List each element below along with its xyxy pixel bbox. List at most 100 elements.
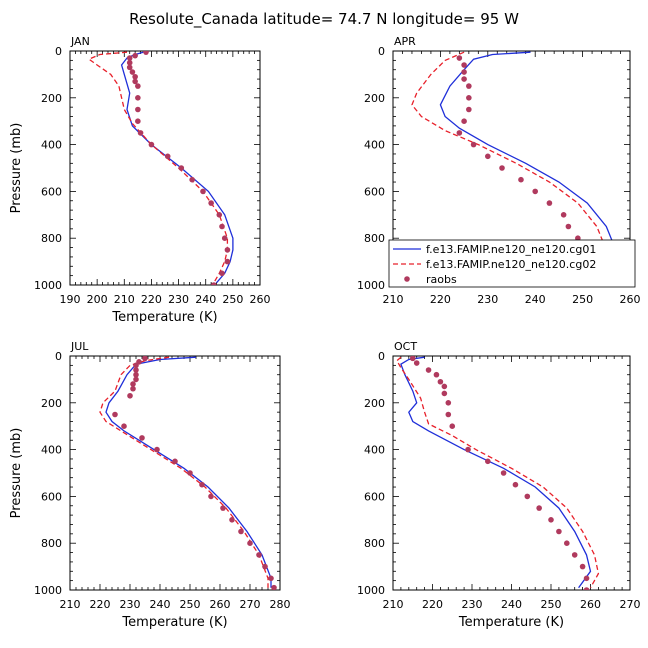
x-tick-label: 260: [620, 293, 641, 306]
raobs-point: [465, 446, 471, 453]
series-group-jan: [87, 51, 234, 285]
y-tick-label: 800: [41, 537, 62, 550]
raobs-point: [433, 371, 440, 378]
raobs-point: [208, 493, 214, 500]
raobs-point: [137, 130, 144, 136]
y-tick-label: 400: [41, 139, 62, 152]
raobs-point: [112, 411, 118, 418]
y-tick-label: 200: [364, 92, 385, 105]
y-tick-label: 400: [364, 444, 385, 457]
raobs-point: [466, 106, 472, 113]
legend-label: f.e13.FAMIP.ne120_ne120.cg02: [426, 258, 596, 271]
raobs-point: [461, 76, 467, 82]
x-tick-label: 260: [250, 293, 271, 306]
y-tick-label: 600: [364, 185, 385, 198]
raobs-point: [224, 258, 231, 265]
plot-frame-jan: [69, 50, 261, 286]
raobs-point: [132, 73, 138, 80]
series-group-oct: [396, 356, 600, 590]
raobs-point: [499, 165, 505, 171]
raobs-point: [524, 493, 531, 500]
raobs-point: [126, 59, 133, 66]
x-tick-label: 220: [90, 598, 111, 611]
y-tick-label: 400: [364, 139, 385, 152]
x-axis-label: Temperature (K): [111, 310, 217, 325]
series-line-cg01: [400, 356, 592, 589]
raobs-point: [441, 390, 448, 397]
raobs-point: [409, 356, 416, 362]
raobs-point: [135, 95, 141, 101]
raobs-point: [532, 188, 538, 195]
raobs-point: [247, 540, 253, 546]
series-line-cg02: [99, 356, 269, 588]
raobs-point: [187, 470, 193, 476]
raobs-point: [413, 360, 420, 366]
y-tick-label: 0: [378, 350, 385, 363]
x-axis-label: Temperature (K): [121, 615, 227, 630]
raobs-point: [546, 200, 553, 206]
y-tick-label: 600: [364, 490, 385, 503]
series-group-apr: [411, 51, 622, 285]
x-tick-label: 250: [222, 293, 243, 306]
series-group-jul: [99, 356, 277, 590]
y-tick-label: 1000: [357, 584, 385, 597]
y-tick-label: 0: [55, 350, 62, 363]
panel-title-apr: APR: [394, 35, 416, 48]
raobs-point: [238, 528, 244, 535]
x-tick-label: 210: [60, 598, 81, 611]
raobs-point: [219, 270, 225, 277]
raobs-point: [121, 423, 127, 430]
y-tick-label: 1000: [34, 279, 62, 292]
y-axis-label: Pressure (mb): [9, 428, 24, 519]
raobs-point: [437, 378, 444, 385]
raobs-point: [262, 563, 268, 570]
panel-oct: 210 220 230 240 250 260 270 0 200 400 600 800 1000 OC…: [357, 340, 641, 630]
raobs-point: [199, 481, 205, 488]
y-tick-label: 600: [41, 185, 62, 198]
raobs-point: [583, 575, 590, 582]
raobs-point: [579, 563, 586, 570]
raobs-point: [571, 552, 578, 558]
raobs-point: [164, 153, 171, 160]
y-tick-label: 800: [364, 537, 385, 550]
raobs-point: [127, 392, 133, 399]
y-tick-label: 200: [41, 92, 62, 105]
panel-title-jan: JAN: [70, 35, 90, 48]
raobs-point: [485, 153, 491, 160]
raobs-point: [518, 176, 524, 183]
raobs-point: [130, 381, 136, 387]
raobs-point: [133, 371, 139, 378]
x-tick-label: 250: [572, 293, 593, 306]
raobs-point: [461, 62, 467, 68]
raobs-point: [271, 584, 277, 590]
raobs-point: [466, 83, 472, 89]
plot-frame-jul: [69, 355, 281, 591]
x-tick-label: 240: [195, 293, 216, 306]
raobs-point: [126, 64, 133, 71]
legend-label: f.e13.FAMIP.ne120_ne120.cg01: [426, 243, 596, 256]
x-tick-label: 270: [620, 598, 641, 611]
raobs-point: [139, 435, 145, 441]
panel-title-oct: OCT: [394, 340, 417, 353]
raobs-point: [132, 52, 138, 59]
y-tick-label: 400: [41, 444, 62, 457]
raobs-point: [219, 223, 225, 230]
legend-label: raobs: [426, 273, 457, 286]
x-tick-label: 240: [525, 293, 546, 306]
raobs-point: [133, 376, 139, 383]
panel-jul: 210 220 230 240 250 260 270 280 0 200 400 600 800 100…: [9, 340, 291, 630]
raobs-point: [556, 528, 562, 535]
raobs-point: [211, 282, 217, 285]
y-axis-label: Pressure (mb): [9, 123, 24, 214]
raobs-point: [456, 55, 463, 61]
raobs-point: [208, 200, 214, 206]
x-tick-label: 190: [60, 293, 81, 306]
legend: f.e13.FAMIP.ne120_ne120.cg01 f.e13.FAMIP.…: [388, 239, 636, 288]
x-tick-label: 250: [180, 598, 201, 611]
panel-jan: 190 200 210 220 230 240 250 260 0 200 400 600 800 100…: [9, 35, 271, 325]
raobs-point: [216, 212, 223, 218]
raobs-point: [268, 575, 274, 582]
raobs-point: [200, 188, 206, 195]
raobs-point: [583, 587, 590, 590]
